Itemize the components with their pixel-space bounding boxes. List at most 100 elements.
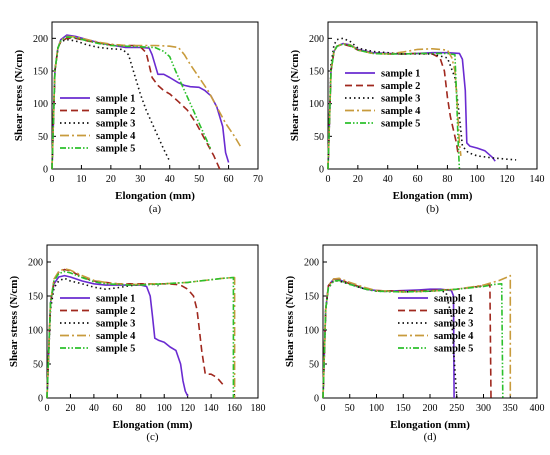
x-tick-label: 0 — [45, 403, 50, 414]
x-tick-label: 60 — [224, 174, 234, 185]
chart-panel-4: 0 50 100 150 200 250 300 350 400 0 50 100 150 200 Elon… — [284, 244, 545, 443]
x-tick-label: 350 — [503, 403, 518, 414]
plot-frame — [322, 244, 538, 399]
x-tick-label: 50 — [194, 174, 204, 185]
x-tick-label: 180 — [251, 403, 266, 414]
y-tick-label: 50 — [33, 360, 43, 371]
y-tick-label: 0 — [38, 394, 43, 405]
x-tick-label: 20 — [65, 403, 75, 414]
y-tick-label: 0 — [319, 165, 324, 176]
x-axis-label: Elongation (mm) — [390, 419, 470, 431]
x-tick-label: 20 — [353, 174, 363, 185]
x-tick-label: 200 — [423, 403, 438, 414]
y-tick-label: 150 — [304, 292, 319, 303]
legend-label: sample 4 — [434, 331, 474, 342]
y-tick-label: 100 — [309, 99, 324, 110]
x-axis-label: Elongation (mm) — [393, 190, 473, 202]
legend-label: sample 1 — [96, 294, 135, 305]
x-tick-label: 0 — [321, 403, 326, 414]
legend-label: sample 4 — [381, 106, 421, 117]
y-tick-label: 100 — [304, 326, 319, 337]
legend-label: sample 1 — [96, 94, 135, 105]
x-tick-label: 100 — [157, 403, 172, 414]
y-tick-label: 50 — [38, 132, 48, 143]
series-line-sample-4 — [51, 35, 241, 170]
chart-panel-3: 0 20 40 60 80 100 120 140 160 180 0 50 100 150 200 Elon… — [8, 244, 266, 443]
x-axis-label: Elongation (mm) — [113, 419, 193, 431]
legend-label: sample 2 — [96, 306, 135, 317]
plot-frame — [327, 21, 538, 170]
x-tick-label: 160 — [227, 403, 242, 414]
series-line-sample-3 — [327, 37, 517, 170]
panel-label: (b) — [426, 203, 439, 215]
legend-label: sample 5 — [434, 344, 473, 355]
chart-panel-1: 0 10 20 30 40 50 60 70 0 50 100 150 200 Elongation (m… — [13, 21, 263, 215]
legend-label: sample 3 — [434, 319, 473, 330]
series-line-sample-2 — [51, 37, 221, 170]
y-tick-label: 50 — [314, 132, 324, 143]
x-tick-label: 0 — [50, 174, 55, 185]
panel-label: (d) — [424, 431, 437, 443]
series-line-sample-1 — [51, 34, 230, 170]
y-tick-label: 200 — [28, 258, 43, 269]
x-tick-label: 250 — [449, 403, 464, 414]
x-tick-label: 50 — [345, 403, 355, 414]
series-line-sample-5 — [322, 279, 504, 399]
y-tick-label: 200 — [304, 258, 319, 269]
legend-label: sample 2 — [381, 81, 420, 92]
series-line-sample-4 — [46, 267, 236, 399]
x-tick-label: 10 — [76, 174, 86, 185]
x-tick-label: 30 — [135, 174, 145, 185]
y-tick-label: 150 — [28, 292, 43, 303]
x-tick-label: 70 — [253, 174, 263, 185]
y-tick-label: 200 — [33, 34, 48, 45]
x-tick-label: 100 — [470, 174, 485, 185]
plot-frame — [46, 244, 259, 399]
y-tick-label: 0 — [43, 165, 48, 176]
y-tick-label: 150 — [309, 67, 324, 78]
y-tick-label: 100 — [28, 326, 43, 337]
x-tick-label: 60 — [413, 174, 423, 185]
x-tick-label: 40 — [165, 174, 175, 185]
y-axis-label: Shear stress (N/cm) — [284, 276, 296, 368]
legend-label: sample 2 — [96, 106, 135, 117]
y-tick-label: 100 — [33, 99, 48, 110]
series-line-sample-4 — [322, 274, 512, 399]
x-tick-label: 40 — [89, 403, 99, 414]
panel-label: (a) — [149, 203, 162, 215]
plot-frame — [51, 21, 259, 170]
y-tick-label: 50 — [309, 360, 319, 371]
panel-label: (c) — [146, 431, 159, 443]
x-tick-label: 80 — [442, 174, 452, 185]
series-line-sample-3 — [46, 277, 159, 399]
legend-label: sample 3 — [381, 94, 420, 105]
y-tick-label: 150 — [33, 67, 48, 78]
chart-panel-2: 0 20 40 60 80 100 120 140 0 50 100 150 200 Elongation… — [289, 21, 545, 215]
x-tick-label: 140 — [204, 403, 219, 414]
y-axis-label: Shear stress (N/cm) — [289, 50, 301, 142]
x-tick-label: 300 — [476, 403, 491, 414]
x-tick-label: 100 — [369, 403, 384, 414]
y-axis-label: Shear stress (N/cm) — [8, 276, 20, 368]
x-tick-label: 400 — [530, 403, 545, 414]
y-tick-label: 0 — [314, 394, 319, 405]
legend-label: sample 1 — [381, 69, 420, 80]
x-tick-label: 140 — [530, 174, 545, 185]
x-tick-label: 80 — [136, 403, 146, 414]
x-tick-label: 20 — [106, 174, 116, 185]
x-tick-label: 150 — [396, 403, 411, 414]
legend-label: sample 3 — [96, 319, 135, 330]
series-line-sample-5 — [46, 270, 235, 399]
legend-label: sample 3 — [96, 119, 135, 130]
x-tick-label: 120 — [180, 403, 195, 414]
x-tick-label: 40 — [383, 174, 393, 185]
y-axis-label: Shear stress (N/cm) — [13, 50, 25, 142]
x-axis-label: Elongation (mm) — [115, 190, 195, 202]
legend-label: sample 2 — [434, 306, 473, 317]
legend-label: sample 1 — [434, 294, 473, 305]
